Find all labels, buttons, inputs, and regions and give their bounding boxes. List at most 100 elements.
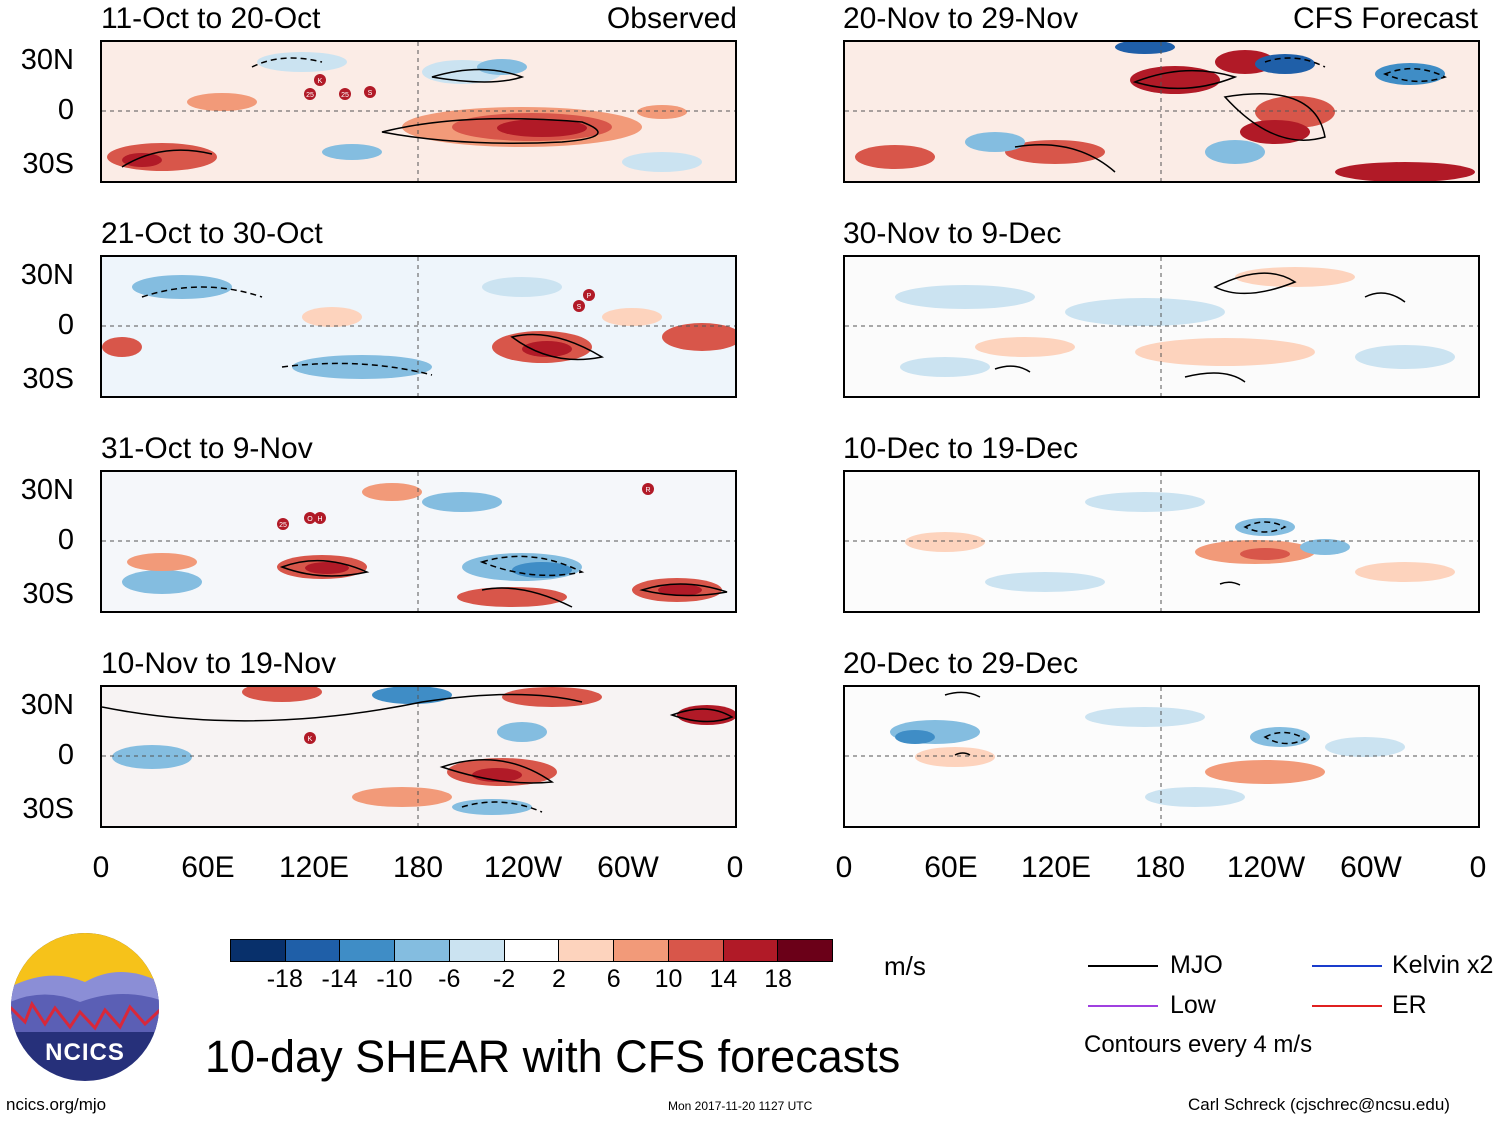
legend-label-kelvin: Kelvin x2 <box>1392 951 1494 979</box>
colorbar <box>230 939 833 962</box>
lat-label: 30N <box>20 474 74 506</box>
lon-label: 120E <box>278 851 350 884</box>
colorbar-tick-label: -10 <box>376 965 413 993</box>
colorbar-tick-label: 18 <box>764 965 793 993</box>
shear-map-observed-1: K 25 25 S <box>100 40 737 183</box>
storm-marker-label: 25 <box>306 92 314 99</box>
lon-label: 60E <box>924 851 978 884</box>
storm-marker <box>304 732 316 744</box>
lat-label: 30N <box>20 689 74 721</box>
lat-label: 30N <box>20 259 74 291</box>
storm-marker-label: S <box>368 90 373 97</box>
storm-marker <box>364 86 376 98</box>
shear-map-forecast-1 <box>843 40 1480 183</box>
storm-marker-label: 25 <box>341 92 349 99</box>
storm-marker <box>314 512 326 524</box>
legend-line-mjo <box>1088 965 1158 967</box>
shear-map-observed-3: 25 O H R <box>100 470 737 613</box>
lon-label: 180 <box>1134 851 1186 884</box>
legend-line-low <box>1088 1005 1158 1007</box>
colorbar-swatch <box>284 940 340 961</box>
shear-map-forecast-2 <box>843 255 1480 398</box>
colorbar-units: m/s <box>884 951 926 981</box>
legend-line-kelvin <box>1312 965 1382 967</box>
panel-title: 11-Oct to 20-Oct <box>101 2 321 35</box>
panel-source-label: CFS Forecast <box>1292 2 1478 35</box>
colorbar-swatch <box>558 940 614 961</box>
lon-label: 0 <box>92 851 110 884</box>
storm-marker-label: S <box>577 304 582 311</box>
legend-label-low: Low <box>1170 991 1216 1019</box>
colorbar-swatch <box>448 940 504 961</box>
colorbar-tick-label: -2 <box>492 965 516 993</box>
storm-marker-label: P <box>587 293 592 300</box>
ncics-logo: NCICS <box>10 932 160 1082</box>
storm-marker <box>583 289 595 301</box>
panel-title: 20-Dec to 29-Dec <box>843 647 1079 680</box>
lon-label: 0 <box>726 851 744 884</box>
colorbar-tick-label: 10 <box>654 965 683 993</box>
footer-url[interactable]: ncics.org/mjo <box>6 1095 107 1114</box>
storm-marker <box>573 300 585 312</box>
colorbar-swatch <box>394 940 449 961</box>
lon-label: 60W <box>1340 851 1402 884</box>
colorbar-tick-label: 2 <box>551 965 566 993</box>
colorbar-swatch <box>667 940 723 961</box>
lat-label: 0 <box>57 309 74 341</box>
legend-line-er <box>1312 1005 1382 1007</box>
panel-title: 30-Nov to 9-Dec <box>843 217 1062 250</box>
storm-marker <box>314 74 326 86</box>
colorbar-swatch <box>777 940 833 961</box>
lat-label: 30S <box>22 578 74 610</box>
storm-marker-label: O <box>307 516 313 523</box>
panel-title: 21-Oct to 30-Oct <box>101 217 323 250</box>
colorbar-tick-label: 6 <box>606 965 621 993</box>
lat-label: 30S <box>22 793 74 825</box>
storm-marker <box>277 518 289 530</box>
panel-title: 20-Nov to 29-Nov <box>843 2 1079 35</box>
lat-label: 0 <box>57 739 74 771</box>
colorbar-swatch <box>613 940 668 961</box>
shear-map-forecast-4 <box>843 685 1480 828</box>
legend-label-er: ER <box>1392 991 1427 1019</box>
storm-marker-label: H <box>317 516 322 523</box>
colorbar-swatch <box>503 940 559 961</box>
footer-credit: Carl Schreck (cjschrec@ncsu.edu) <box>1188 1095 1450 1114</box>
shear-map-forecast-3 <box>843 470 1480 613</box>
lat-label: 30S <box>22 363 74 395</box>
storm-marker-label: K <box>318 78 323 85</box>
lon-label: 120E <box>1020 851 1092 884</box>
lat-label: 30S <box>22 148 74 180</box>
legend-label-mjo: MJO <box>1170 951 1223 979</box>
colorbar-tick-label: -6 <box>438 965 461 993</box>
lon-label: 60E <box>181 851 235 884</box>
contour-note: Contours every 4 m/s <box>1084 1031 1313 1058</box>
storm-marker <box>304 88 316 100</box>
storm-marker-label: 25 <box>279 522 287 529</box>
lon-label: 0 <box>1469 851 1487 884</box>
main-title: 10-day SHEAR with CFS forecasts <box>205 1031 901 1082</box>
panel-title: 10-Dec to 19-Dec <box>843 432 1079 465</box>
lon-label: 120W <box>483 851 563 884</box>
lon-label: 120W <box>1226 851 1306 884</box>
storm-marker <box>339 88 351 100</box>
shear-map-observed-2: P S <box>100 255 737 398</box>
colorbar-swatch <box>339 940 395 961</box>
lon-label: 60W <box>597 851 659 884</box>
lat-label: 0 <box>57 94 74 126</box>
colorbar-tick-label: -18 <box>266 965 303 993</box>
colorbar-swatch <box>231 940 285 961</box>
panel-source-label: Observed <box>606 2 737 35</box>
lon-label: 0 <box>835 851 853 884</box>
storm-marker-label: R <box>645 487 650 494</box>
panel-title: 31-Oct to 9-Nov <box>101 432 313 465</box>
colorbar-swatch <box>722 940 778 961</box>
storm-marker <box>304 512 316 524</box>
lon-label: 180 <box>392 851 444 884</box>
colorbar-tick-label: 14 <box>709 965 738 993</box>
storm-marker-label: K <box>308 736 313 743</box>
storm-marker <box>642 483 654 495</box>
logo-text: NCICS <box>45 1039 125 1066</box>
lat-label: 0 <box>57 524 74 556</box>
panel-title: 10-Nov to 19-Nov <box>101 647 337 680</box>
